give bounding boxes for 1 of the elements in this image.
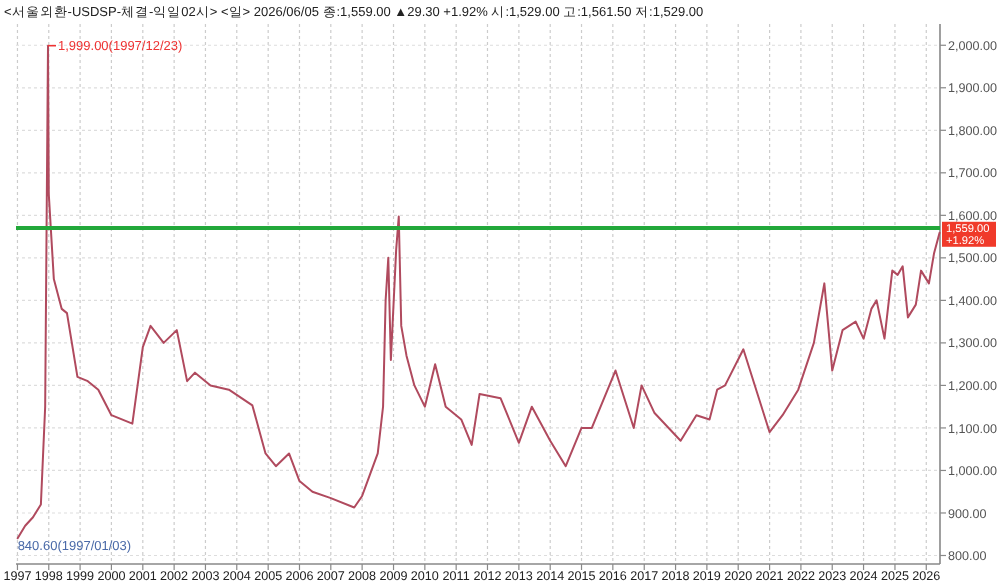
line-series bbox=[16, 44, 941, 540]
